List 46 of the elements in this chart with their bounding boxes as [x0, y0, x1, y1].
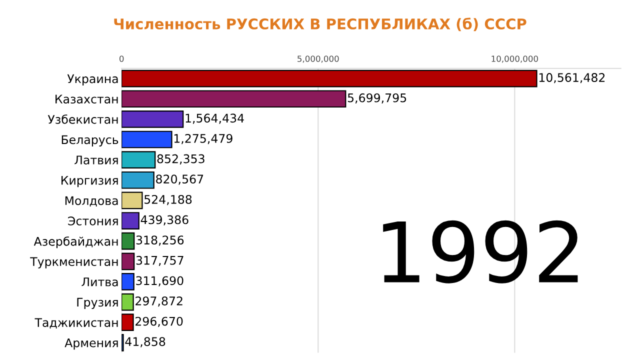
y-tick-label: Таджикистан	[34, 318, 118, 328]
data-label: 311,690	[136, 276, 184, 286]
data-label: 296,670	[136, 316, 183, 327]
data-label: 297,872	[136, 296, 182, 307]
x-tick-label: 10,000,000	[492, 56, 538, 63]
y-tick-label: Украина	[67, 74, 118, 86]
bar	[122, 212, 140, 230]
data-label: 318,256	[136, 236, 184, 246]
y-tick-label: Туркменистан	[30, 257, 118, 268]
bar	[122, 273, 134, 290]
y-tick-label: Киргизия	[62, 176, 118, 188]
data-label: 439,386	[140, 215, 188, 226]
bar	[122, 232, 135, 250]
data-label: 10,561,482	[539, 73, 605, 84]
data-label: 5,699,795	[348, 93, 406, 104]
data-label: 317,757	[136, 256, 184, 266]
data-label: 852,353	[157, 154, 204, 164]
bar	[122, 171, 154, 189]
y-tick-label: Беларусь	[62, 135, 118, 146]
y-tick-label: Грузия	[77, 298, 118, 309]
data-label: 1,564,434	[186, 114, 244, 124]
y-tick-label: Эстония	[68, 216, 118, 226]
y-tick-label: Литва	[82, 278, 118, 286]
data-label: 1,275,479	[174, 134, 232, 144]
data-label: 41,858	[125, 337, 166, 348]
y-tick-label: Казахстан	[56, 94, 118, 104]
data-label: 820,567	[156, 174, 204, 185]
y-tick-label: Латвия	[74, 156, 118, 164]
y-tick-label: Узбекистан	[48, 114, 118, 124]
bar	[122, 130, 172, 148]
bar	[122, 90, 346, 108]
bar	[122, 252, 135, 270]
data-label: 524,188	[144, 194, 192, 206]
bar	[122, 293, 134, 311]
bar	[122, 192, 143, 210]
x-tick-label: 5,000,000	[298, 56, 339, 63]
y-tick-label: Азербайджан	[34, 236, 118, 248]
bar	[122, 70, 538, 88]
bar	[122, 314, 134, 332]
y-tick-label: Молдова	[65, 196, 118, 207]
bar	[122, 151, 156, 168]
y-tick-label: Армения	[64, 338, 118, 350]
bar	[122, 110, 184, 128]
x-tick-label: 0	[120, 56, 124, 62]
chart-title: Численность РУССКИХ В РЕСПУБЛИКАХ (б) СССР	[114, 18, 526, 32]
annotation: 1992	[383, 220, 578, 284]
